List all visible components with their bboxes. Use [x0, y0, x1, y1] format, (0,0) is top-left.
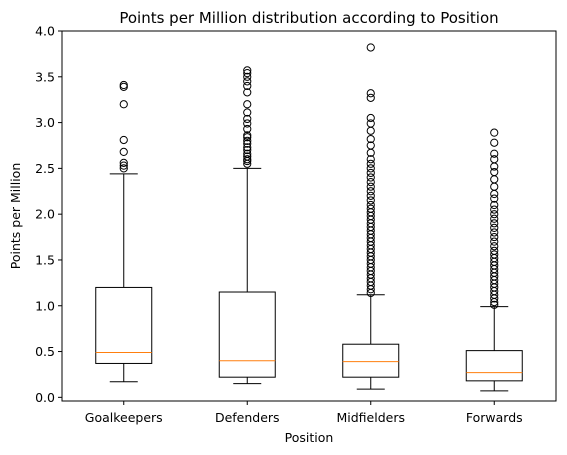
flier-point: [490, 242, 499, 251]
flier-point: [490, 210, 499, 219]
flier-point: [366, 164, 375, 173]
flier-point: [366, 43, 375, 52]
flier-point: [366, 159, 375, 168]
flier-point: [243, 124, 252, 134]
flier-point: [119, 80, 128, 90]
box-group-midfielders: [342, 43, 400, 390]
flier-point: [366, 200, 375, 210]
flier-point: [366, 168, 375, 178]
flier-point: [243, 77, 252, 86]
y-tick-label: 0.5: [35, 344, 55, 359]
flier-point: [119, 135, 128, 145]
flier-point: [243, 114, 252, 124]
flier-point: [243, 72, 252, 81]
box-iqr: [95, 286, 153, 364]
flier-point: [366, 178, 375, 187]
y-tick-label: 1.5: [35, 252, 55, 267]
y-tick-label: 0.0: [35, 390, 55, 405]
y-tick-label: 3.0: [35, 115, 55, 130]
flier-point: [366, 119, 375, 128]
y-tick-label: 1.0: [35, 298, 55, 313]
flier-point: [243, 66, 252, 75]
flier-point: [490, 223, 499, 233]
flier-point: [119, 158, 128, 167]
flier-point: [243, 81, 252, 91]
flier-point: [243, 155, 252, 164]
flier-point: [366, 196, 375, 205]
flier-point: [366, 173, 375, 182]
flier-point: [490, 246, 499, 255]
flier-point: [243, 131, 252, 140]
flier-point: [366, 93, 375, 102]
flier-point: [366, 204, 375, 213]
flier-point: [366, 89, 375, 98]
flier-point: [490, 167, 499, 177]
flier-point: [243, 108, 252, 117]
flier-point: [366, 113, 375, 123]
flier-point: [490, 228, 499, 237]
flier-point: [243, 145, 252, 155]
flier-point: [243, 143, 252, 152]
y-tick-label: 4.0: [35, 24, 55, 39]
x-tick-label: Goalkeepers: [85, 410, 163, 425]
x-axis-label: Position: [285, 430, 334, 445]
box-group-defenders: [218, 66, 276, 385]
flier-point: [366, 191, 375, 200]
flier-point: [243, 149, 252, 158]
flier-point: [490, 138, 499, 147]
flier-point: [119, 100, 128, 109]
flier-point: [366, 141, 375, 150]
x-axis: Goalkeepers Defenders Midfielders Forwards: [85, 401, 523, 425]
x-tick-label: Forwards: [466, 410, 523, 425]
y-axis-label: Points per Million: [8, 163, 23, 270]
x-tick-label: Defenders: [215, 410, 280, 425]
y-tick-label: 2.0: [35, 207, 55, 222]
flier-point: [366, 134, 375, 144]
box-iqr: [342, 343, 400, 378]
box-iqr: [218, 291, 276, 378]
flier-point: [243, 136, 252, 146]
box-group-forwards: [465, 128, 523, 392]
x-tick-label: Midfielders: [336, 410, 405, 425]
plot-area: [95, 43, 523, 392]
chart-title: Points per Million distribution accordin…: [119, 9, 498, 27]
flier-point: [490, 128, 499, 137]
flier-point: [243, 69, 252, 78]
flier-point: [243, 88, 252, 97]
flier-point: [490, 155, 499, 164]
flier-point: [490, 250, 499, 259]
y-axis: 0.0 0.5 1.0 1.5 2.0 2.5 3.0 3.5 4.0: [35, 24, 62, 405]
flier-point: [119, 147, 128, 156]
y-tick-label: 3.5: [35, 69, 55, 84]
flier-point: [243, 100, 252, 109]
axes-frame: [61, 30, 557, 402]
flier-point: [490, 200, 499, 210]
flier-point: [243, 119, 252, 128]
flier-point: [366, 182, 375, 191]
box-iqr: [465, 350, 523, 382]
flier-point: [490, 300, 499, 309]
y-tick-label: 2.5: [35, 161, 55, 176]
flier-point: [490, 205, 499, 214]
flier-point: [366, 155, 375, 164]
flier-point: [243, 139, 252, 148]
box-group-goalkeepers: [95, 80, 153, 383]
flier-point: [119, 161, 128, 170]
flier-point: [490, 149, 499, 158]
flier-point: [119, 164, 128, 173]
flier-point: [243, 152, 252, 161]
flier-point: [490, 219, 499, 228]
flier-point: [490, 214, 499, 223]
flier-point: [490, 194, 499, 203]
flier-point: [490, 232, 499, 242]
flier-point: [490, 237, 499, 246]
flier-point: [366, 187, 375, 196]
